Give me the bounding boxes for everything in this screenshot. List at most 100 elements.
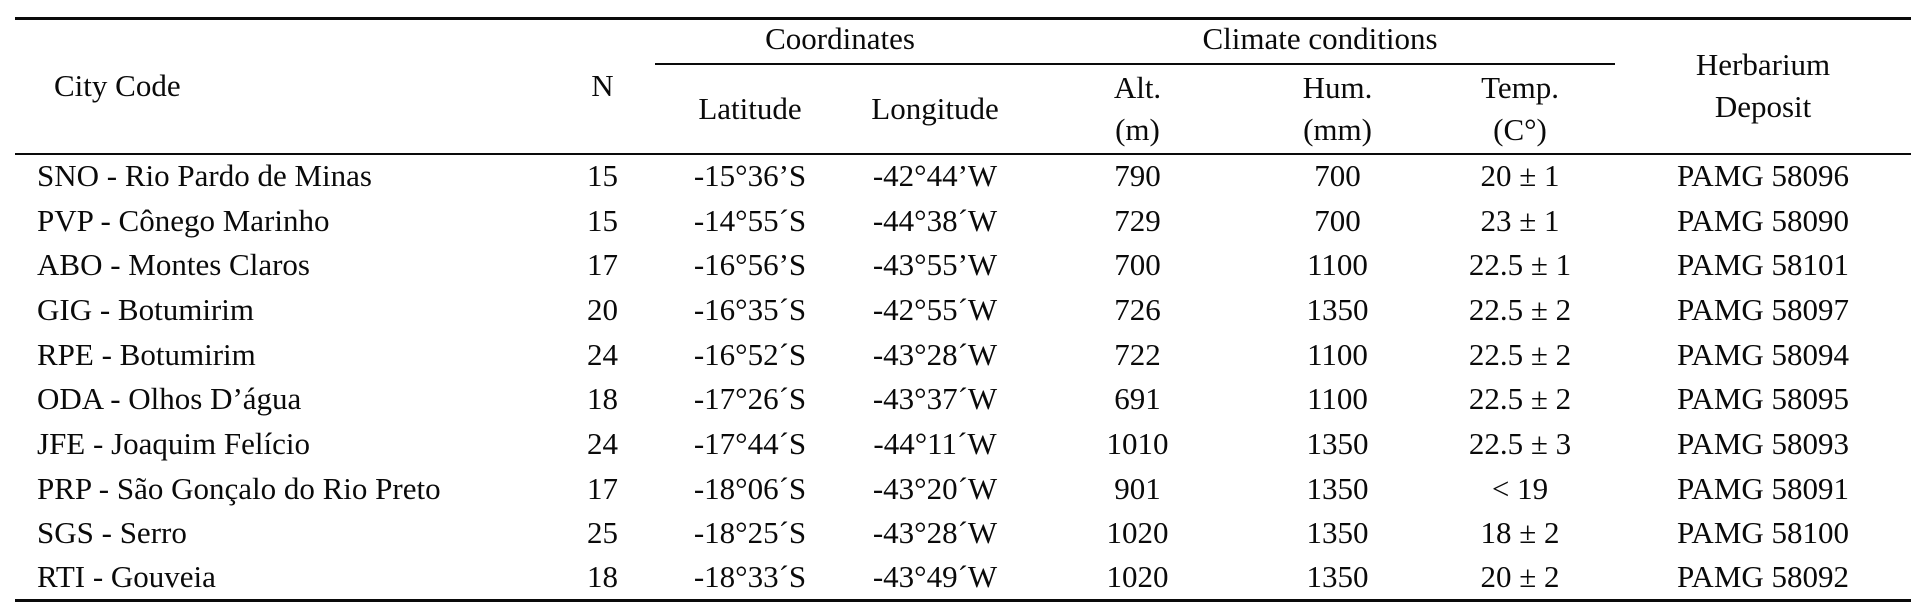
header-temperature-line2: (C°) — [1493, 111, 1547, 147]
temperature-cell: 23 ± 1 — [1480, 202, 1560, 238]
longitude-cell: -43°37´W — [872, 381, 998, 417]
table-row: JFE - Joaquim Felício 24 -17°44´S -44°11… — [15, 422, 1911, 467]
n-cell: 18 — [587, 381, 618, 417]
table-row: RPE - Botumirim 24 -16°52´S -43°28´W 722… — [15, 332, 1911, 377]
herbarium-cell: PAMG 58101 — [1677, 247, 1850, 283]
longitude-cell: -44°38´W — [872, 202, 998, 238]
longitude-cell: -43°20´W — [872, 470, 998, 506]
table-row: PVP - Cônego Marinho 15 -14°55´S -44°38´… — [15, 198, 1911, 243]
table-row: SGS - Serro 25 -18°25´S -43°28´W 1020 13… — [15, 511, 1911, 556]
herbarium-cell: PAMG 58096 — [1677, 158, 1850, 194]
herbarium-cell: PAMG 58097 — [1677, 291, 1850, 327]
longitude-cell: -43°28´W — [872, 515, 998, 551]
table-row: RTI - Gouveia 18 -18°33´S -43°49´W 1020 … — [15, 556, 1911, 601]
altitude-cell: 1020 — [1106, 515, 1169, 551]
temperature-cell: 22.5 ± 1 — [1468, 247, 1572, 283]
n-cell: 15 — [587, 158, 618, 194]
altitude-cell: 729 — [1114, 202, 1161, 238]
latitude-cell: -16°56’S — [693, 247, 807, 283]
header-herbarium-line1: Herbarium — [1695, 47, 1831, 83]
city-code-cell: JFE - Joaquim Felício — [37, 425, 310, 461]
altitude-cell: 1010 — [1106, 425, 1169, 461]
temperature-cell: 22.5 ± 2 — [1468, 291, 1572, 327]
latitude-cell: -15°36’S — [693, 158, 807, 194]
table-row: ABO - Montes Claros 17 -16°56’S -43°55’W… — [15, 243, 1911, 288]
longitude-cell: -44°11´W — [873, 425, 997, 461]
herbarium-cell: PAMG 58092 — [1677, 559, 1850, 595]
latitude-cell: -16°35´S — [693, 291, 807, 327]
table-header: City Code N Coordinates Climate conditio… — [15, 18, 1912, 155]
header-temperature: Temp. (C°) — [1425, 63, 1616, 155]
humidity-cell: 1350 — [1306, 291, 1369, 327]
header-herbarium: Herbarium Deposit — [1615, 18, 1912, 155]
latitude-cell: -14°55´S — [693, 202, 807, 238]
n-cell: 18 — [587, 559, 618, 595]
temperature-cell: 22.5 ± 3 — [1468, 425, 1572, 461]
altitude-cell: 700 — [1114, 247, 1161, 283]
header-group-row: City Code N Coordinates Climate conditio… — [15, 18, 1912, 155]
city-code-cell: GIG - Botumirim — [37, 291, 254, 327]
altitude-cell: 790 — [1114, 158, 1161, 194]
temperature-cell: 20 ± 2 — [1480, 559, 1560, 595]
header-city-code: City Code — [15, 18, 550, 155]
longitude-cell: -43°49´W — [872, 559, 998, 595]
n-cell: 17 — [587, 470, 618, 506]
n-cell: 15 — [587, 202, 618, 238]
header-herbarium-line2: Deposit — [1714, 89, 1812, 125]
n-cell: 24 — [587, 336, 618, 372]
n-cell: 24 — [587, 425, 618, 461]
herbarium-cell: PAMG 58095 — [1677, 381, 1850, 417]
city-code-cell: ODA - Olhos D’água — [37, 381, 302, 417]
longitude-cell: -43°28´W — [872, 336, 998, 372]
latitude-cell: -17°44´S — [693, 425, 807, 461]
city-code-cell: PRP - São Gonçalo do Rio Preto — [37, 470, 441, 506]
herbarium-cell: PAMG 58091 — [1677, 470, 1850, 506]
n-cell: 20 — [587, 291, 618, 327]
humidity-cell: 1350 — [1306, 425, 1369, 461]
humidity-cell: 1350 — [1306, 470, 1369, 506]
latitude-cell: -18°25´S — [693, 515, 807, 551]
table-row: ODA - Olhos D’água 18 -17°26´S -43°37´W … — [15, 377, 1911, 422]
humidity-cell: 700 — [1314, 158, 1361, 194]
header-humidity-line2: (mm) — [1303, 111, 1372, 147]
city-code-cell: PVP - Cônego Marinho — [37, 202, 330, 238]
humidity-cell: 1100 — [1307, 247, 1368, 283]
altitude-cell: 901 — [1114, 470, 1161, 506]
header-n: N — [550, 18, 655, 155]
latitude-cell: -17°26´S — [693, 381, 807, 417]
herbarium-cell: PAMG 58094 — [1677, 336, 1850, 372]
humidity-cell: 1100 — [1307, 381, 1368, 417]
city-code-cell: SNO - Rio Pardo de Minas — [37, 158, 372, 194]
humidity-cell: 700 — [1314, 202, 1361, 238]
header-altitude: Alt. (m) — [1025, 63, 1250, 155]
header-altitude-line1: Alt. — [1113, 69, 1162, 105]
herbarium-cell: PAMG 58093 — [1677, 425, 1850, 461]
latitude-cell: -18°06´S — [693, 470, 807, 506]
latitude-cell: -16°52´S — [693, 336, 807, 372]
n-cell: 25 — [587, 515, 618, 551]
temperature-cell: 20 ± 1 — [1480, 158, 1560, 194]
temperature-cell: < 19 — [1491, 470, 1549, 506]
city-code-cell: RPE - Botumirim — [37, 336, 256, 372]
longitude-cell: -43°55’W — [872, 247, 998, 283]
altitude-cell: 726 — [1114, 291, 1161, 327]
header-sub-row: Latitude Longitude Alt. (m) Hum. (mm) Te… — [15, 63, 1911, 155]
city-code-cell: RTI - Gouveia — [37, 559, 216, 595]
altitude-cell: 691 — [1114, 381, 1161, 417]
table-body: SNO - Rio Pardo de Minas 15 -15°36’S -42… — [15, 154, 1911, 601]
study-sites-table: City Code N Coordinates Climate conditio… — [15, 17, 1912, 602]
header-temperature-line1: Temp. — [1481, 69, 1559, 105]
header-longitude: Longitude — [845, 63, 1025, 155]
header-humidity-line1: Hum. — [1302, 69, 1373, 105]
city-code-cell: ABO - Montes Claros — [37, 247, 310, 283]
longitude-cell: -42°44’W — [872, 158, 998, 194]
temperature-cell: 22.5 ± 2 — [1468, 336, 1572, 372]
n-cell: 17 — [587, 247, 618, 283]
humidity-cell: 1350 — [1306, 559, 1369, 595]
altitude-cell: 1020 — [1106, 559, 1169, 595]
humidity-cell: 1350 — [1306, 515, 1369, 551]
humidity-cell: 1100 — [1307, 336, 1368, 372]
temperature-cell: 22.5 ± 2 — [1468, 381, 1572, 417]
herbarium-cell: PAMG 58100 — [1677, 515, 1850, 551]
